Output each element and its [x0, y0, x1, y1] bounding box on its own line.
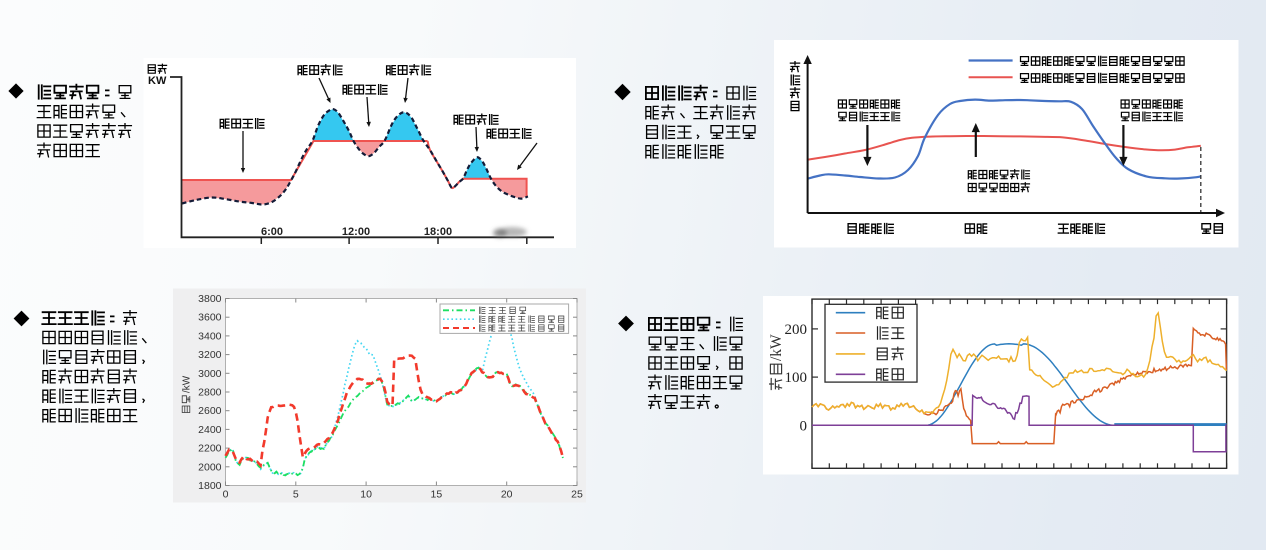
svg-text:15: 15 — [431, 489, 443, 501]
svg-text:18:00: 18:00 — [424, 226, 452, 238]
svg-text:KW: KW — [148, 75, 167, 87]
svg-text:12:00: 12:00 — [342, 226, 370, 238]
svg-text:1800: 1800 — [198, 480, 222, 492]
svg-text:6:00: 6:00 — [261, 226, 283, 238]
svg-text:2600: 2600 — [198, 405, 222, 417]
svg-text:2200: 2200 — [198, 443, 222, 455]
svg-text:0: 0 — [800, 418, 808, 434]
svg-text:/kW: /kW — [768, 334, 785, 361]
svg-text:100: 100 — [785, 370, 808, 386]
svg-text:2000: 2000 — [198, 461, 222, 473]
svg-text:200: 200 — [785, 322, 808, 338]
svg-text:2400: 2400 — [198, 424, 222, 436]
svg-text:20: 20 — [501, 489, 513, 501]
svg-text:0: 0 — [223, 489, 229, 501]
svg-text:2800: 2800 — [198, 387, 222, 399]
svg-text:/kW: /kW — [182, 375, 193, 393]
svg-text:3000: 3000 — [198, 368, 222, 380]
svg-text:5: 5 — [293, 489, 299, 501]
svg-text:10: 10 — [360, 489, 372, 501]
svg-text:3200: 3200 — [198, 349, 222, 361]
svg-text:3600: 3600 — [198, 312, 222, 324]
svg-text:25: 25 — [571, 489, 583, 501]
svg-text:3400: 3400 — [198, 330, 222, 342]
svg-text:3800: 3800 — [198, 293, 222, 305]
